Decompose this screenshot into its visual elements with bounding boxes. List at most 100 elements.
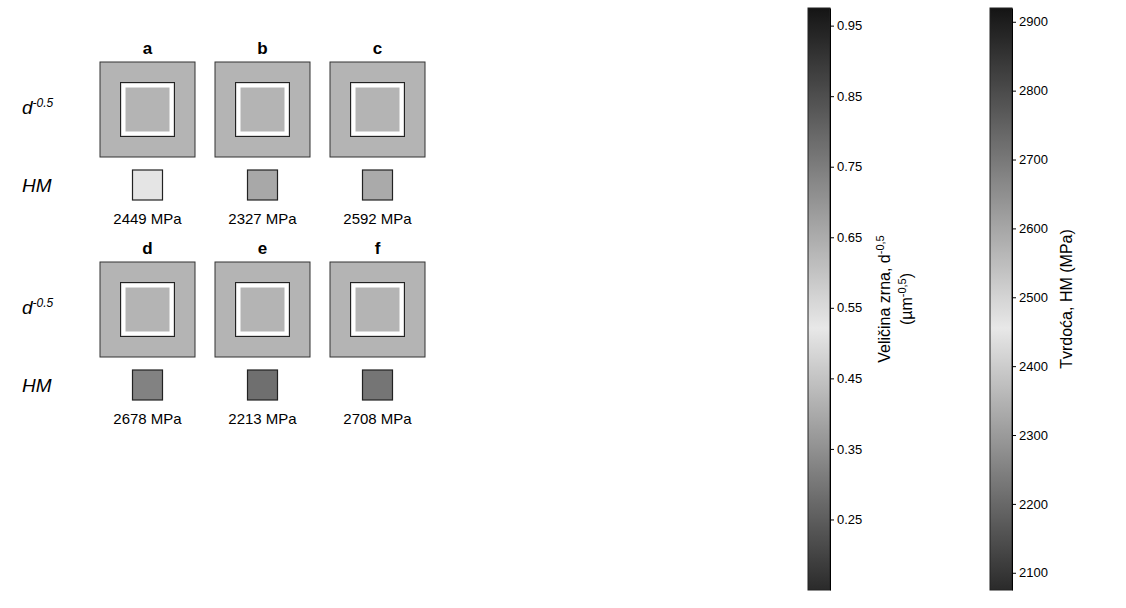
grain-map [100, 262, 195, 357]
colorbar: 210022002300240025002600270028002900Tvrd… [990, 8, 1075, 591]
tick-label: 0.45 [837, 371, 862, 386]
grain-map [215, 62, 310, 157]
panel-letter: f [375, 239, 381, 258]
panel-letter: d [142, 239, 152, 258]
region-frame [351, 83, 405, 137]
tick: 0.65 [830, 230, 862, 245]
tick: 0.35 [830, 442, 862, 457]
tick-mark [1012, 228, 1016, 229]
panel: f 2708 MPa [330, 239, 425, 427]
tick-label: 2600 [1019, 221, 1048, 236]
region-frame [121, 283, 175, 337]
colorbar-ramp [808, 8, 830, 590]
panel-letter: c [373, 39, 382, 58]
tick-label: 2700 [1019, 152, 1048, 167]
panel-letter: a [143, 39, 153, 58]
tick: 2100 [1012, 565, 1048, 580]
colorbar-axis: 2100 2200 2300 2400 2500 2600 2700 2800 2900 [1012, 9, 1048, 591]
region-frame [124, 86, 172, 134]
panels: d-0.5HMd-0.5HMa2449 MPab2327 MPac2592 MP… [22, 39, 425, 427]
tick-label: 2800 [1019, 83, 1048, 98]
tick-mark [1012, 91, 1016, 92]
tick-mark [1012, 160, 1016, 161]
tick-label: 2500 [1019, 290, 1048, 305]
colorbar-ramp [990, 8, 1012, 590]
tick-mark [830, 519, 834, 520]
tick: 2700 [1012, 152, 1048, 167]
figure: d-0.5HMd-0.5HMa2449 MPab2327 MPac2592 MP… [0, 0, 1126, 608]
region-frame [239, 286, 287, 334]
tick-mark [1012, 22, 1016, 23]
tick: 2200 [1012, 497, 1048, 512]
panel: a 2449 MPa [100, 39, 195, 227]
region-frame [236, 83, 290, 137]
tick-mark [830, 96, 834, 97]
tick: 2500 [1012, 290, 1048, 305]
tick-mark [830, 308, 834, 309]
hardness-cell [363, 370, 393, 400]
data-label: 2449 MPa [113, 210, 182, 227]
data-label: 2327 MPa [228, 210, 297, 227]
region-frame [121, 83, 175, 137]
tick-label: 0.25 [837, 512, 862, 527]
panel: c2592 MPa [330, 39, 425, 227]
tick: 2800 [1012, 83, 1048, 98]
tick-mark [1012, 297, 1016, 298]
tick-mark [830, 449, 834, 450]
colorbar-title: Veličina zrna, d-0,5 [874, 235, 893, 362]
hardness-cell [133, 370, 163, 400]
data-label: 2213 MPa [228, 410, 297, 427]
grain-map [100, 62, 195, 157]
data-label: 2678 MPa [113, 410, 182, 427]
tick-label: 2200 [1019, 497, 1048, 512]
colorbar-title: (µm-0,5) [896, 273, 915, 325]
tick-mark [830, 26, 834, 27]
row-label: HM [22, 175, 52, 196]
tick: 2600 [1012, 221, 1048, 236]
tick-label: 2100 [1019, 565, 1048, 580]
tick-label: 0.65 [837, 230, 862, 245]
tick: 0.85 [830, 89, 862, 104]
tick-label: 0.85 [837, 89, 862, 104]
tick-mark [830, 378, 834, 379]
panel: d 2678 MPa [100, 239, 195, 427]
row-label: d-0.5 [22, 296, 54, 318]
grain-map [330, 62, 425, 157]
panel: b 2327 MPa [215, 39, 310, 227]
region-frame [354, 286, 402, 334]
row-label: HM [22, 375, 52, 396]
panel-letter: e [258, 239, 267, 258]
tick-mark [1012, 504, 1016, 505]
tick: 0.75 [830, 159, 862, 174]
hardness-cell [248, 370, 278, 400]
tick-label: 0.55 [837, 300, 862, 315]
tick: 0.95 [830, 18, 862, 33]
region-frame [124, 286, 172, 334]
tick: 0.55 [830, 300, 862, 315]
tick-mark [1012, 573, 1016, 574]
tick-mark [1012, 366, 1016, 367]
tick-mark [830, 237, 834, 238]
tick: 2400 [1012, 359, 1048, 374]
panel-letter: b [257, 39, 267, 58]
tick-label: 0.35 [837, 442, 862, 457]
region-frame [239, 86, 287, 134]
region-frame [351, 283, 405, 337]
tick-label: 2900 [1019, 14, 1048, 29]
tick-label: 0.95 [837, 18, 862, 33]
tick-label: 0.75 [837, 159, 862, 174]
tick: 2300 [1012, 428, 1048, 443]
axis-line [1012, 9, 1013, 591]
tick-mark [830, 167, 834, 168]
data-label: 2708 MPa [343, 410, 412, 427]
tick: 0.45 [830, 371, 862, 386]
colorbar: 0.25 0.35 0.45 0.55 0.65 0.75 0.85 0.95 Veličina… [808, 8, 915, 591]
grain-map [330, 262, 425, 357]
tick-label: 2400 [1019, 359, 1048, 374]
tick: 2900 [1012, 14, 1048, 29]
tick-mark [1012, 435, 1016, 436]
region-frame [354, 86, 402, 134]
region-frame [236, 283, 290, 337]
tick: 0.25 [830, 512, 862, 527]
panel: e 2213 MPa [215, 239, 310, 427]
